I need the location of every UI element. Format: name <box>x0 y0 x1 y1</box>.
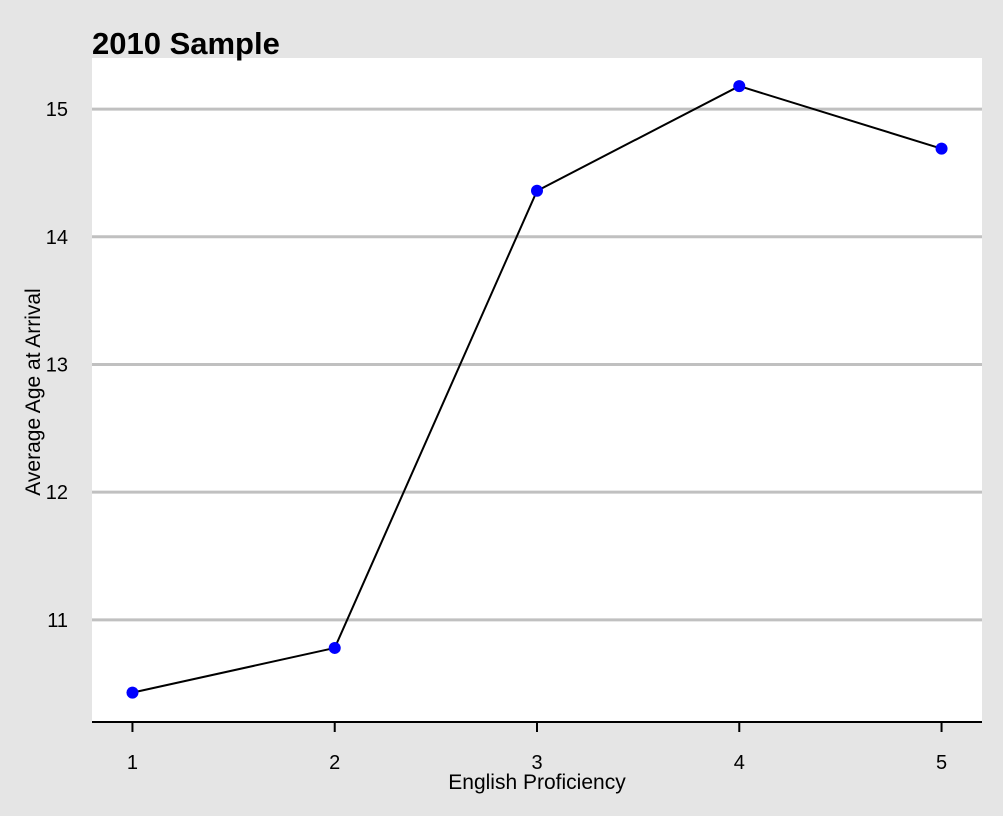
plot-panel <box>92 58 982 722</box>
y-tick-label-13: 13 <box>46 354 68 376</box>
data-point-5 <box>935 142 948 155</box>
x-tick-label-2: 2 <box>329 752 340 774</box>
x-axis <box>92 721 982 732</box>
y-tick-label-15: 15 <box>46 99 68 121</box>
y-tick-label-14: 14 <box>46 227 68 249</box>
data-point-4 <box>733 80 746 93</box>
series-average-age <box>126 80 948 699</box>
y-tick-label-12: 12 <box>46 482 68 504</box>
x-tick-label-4: 4 <box>734 752 745 774</box>
x-tick-label-3: 3 <box>531 752 542 774</box>
y-axis-label: Average Age at Arrival <box>22 288 45 495</box>
chart-title: 2010 Sample <box>92 26 280 61</box>
x-axis-label: English Proficiency <box>448 771 626 794</box>
x-tick-label-5: 5 <box>936 752 947 774</box>
data-point-3 <box>531 184 543 197</box>
gridlines <box>92 107 982 622</box>
data-point-2 <box>328 641 341 654</box>
y-tick-label-11: 11 <box>47 610 68 632</box>
x-tick-label-1: 1 <box>127 752 138 774</box>
data-point-1 <box>126 686 139 699</box>
